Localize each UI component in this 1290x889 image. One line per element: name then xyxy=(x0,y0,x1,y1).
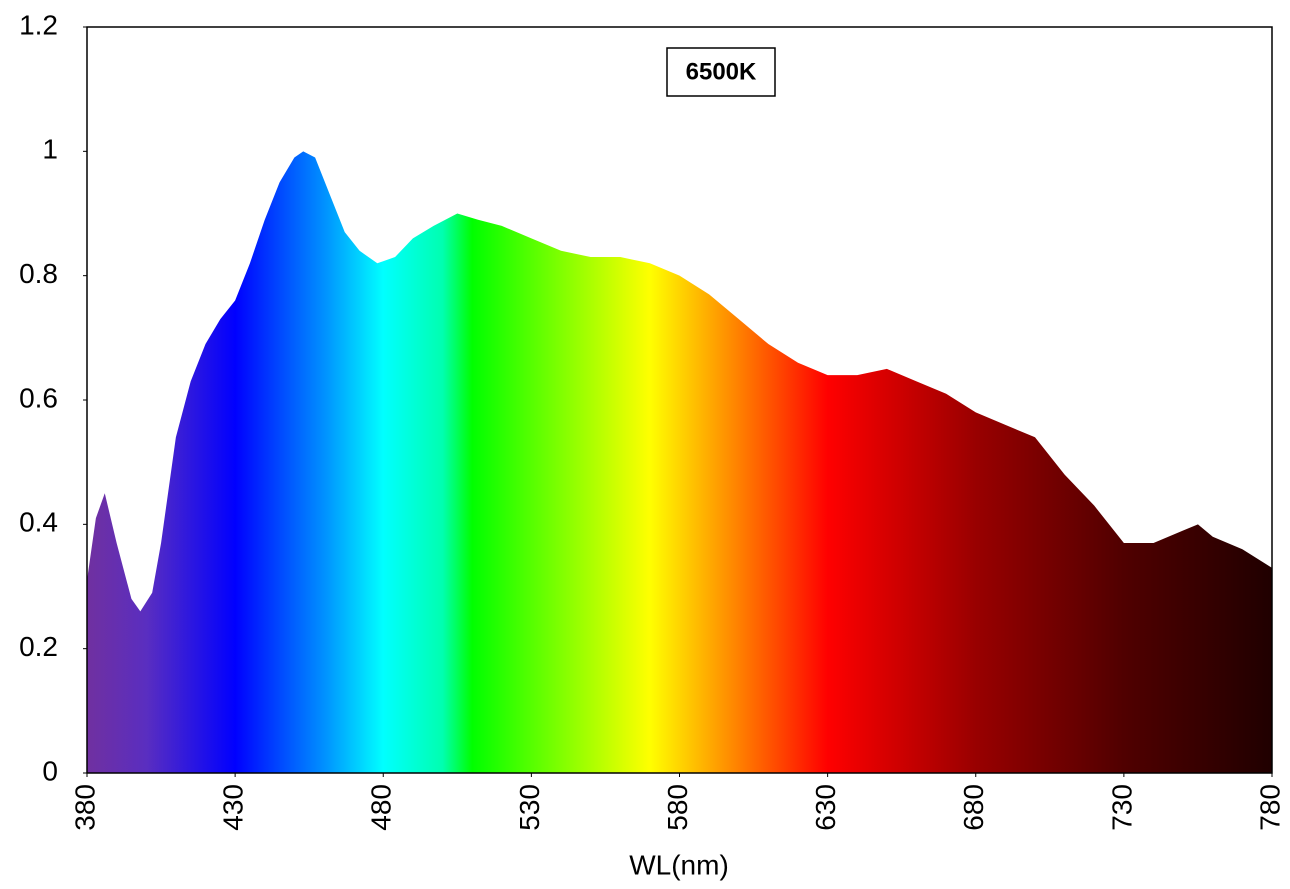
x-axis-label: WL(nm) xyxy=(629,849,729,880)
annotation: 6500K xyxy=(686,58,757,85)
y-tick-label: 0.4 xyxy=(19,507,58,538)
x-tick-label: 630 xyxy=(810,784,841,831)
y-tick-label: 0.8 xyxy=(19,258,58,289)
plot-area xyxy=(87,151,1272,774)
x-tick-label: 730 xyxy=(1106,784,1137,831)
x-tick-label: 780 xyxy=(1254,784,1285,831)
x-tick-label: 530 xyxy=(514,784,545,831)
spectrum-area xyxy=(87,151,1272,774)
y-tick-label: 0 xyxy=(42,755,58,786)
x-tick-label: 480 xyxy=(366,784,397,831)
x-tick-label: 380 xyxy=(69,784,100,831)
y-tick-label: 0.6 xyxy=(19,382,58,413)
x-tick-label: 680 xyxy=(958,784,989,831)
y-tick-label: 1 xyxy=(42,134,58,165)
y-tick-label: 0.2 xyxy=(19,631,58,662)
y-tick-label: 1.2 xyxy=(19,9,58,40)
x-tick-label: 430 xyxy=(218,784,249,831)
x-tick-label: 580 xyxy=(662,784,693,831)
annotation-box xyxy=(666,47,776,97)
